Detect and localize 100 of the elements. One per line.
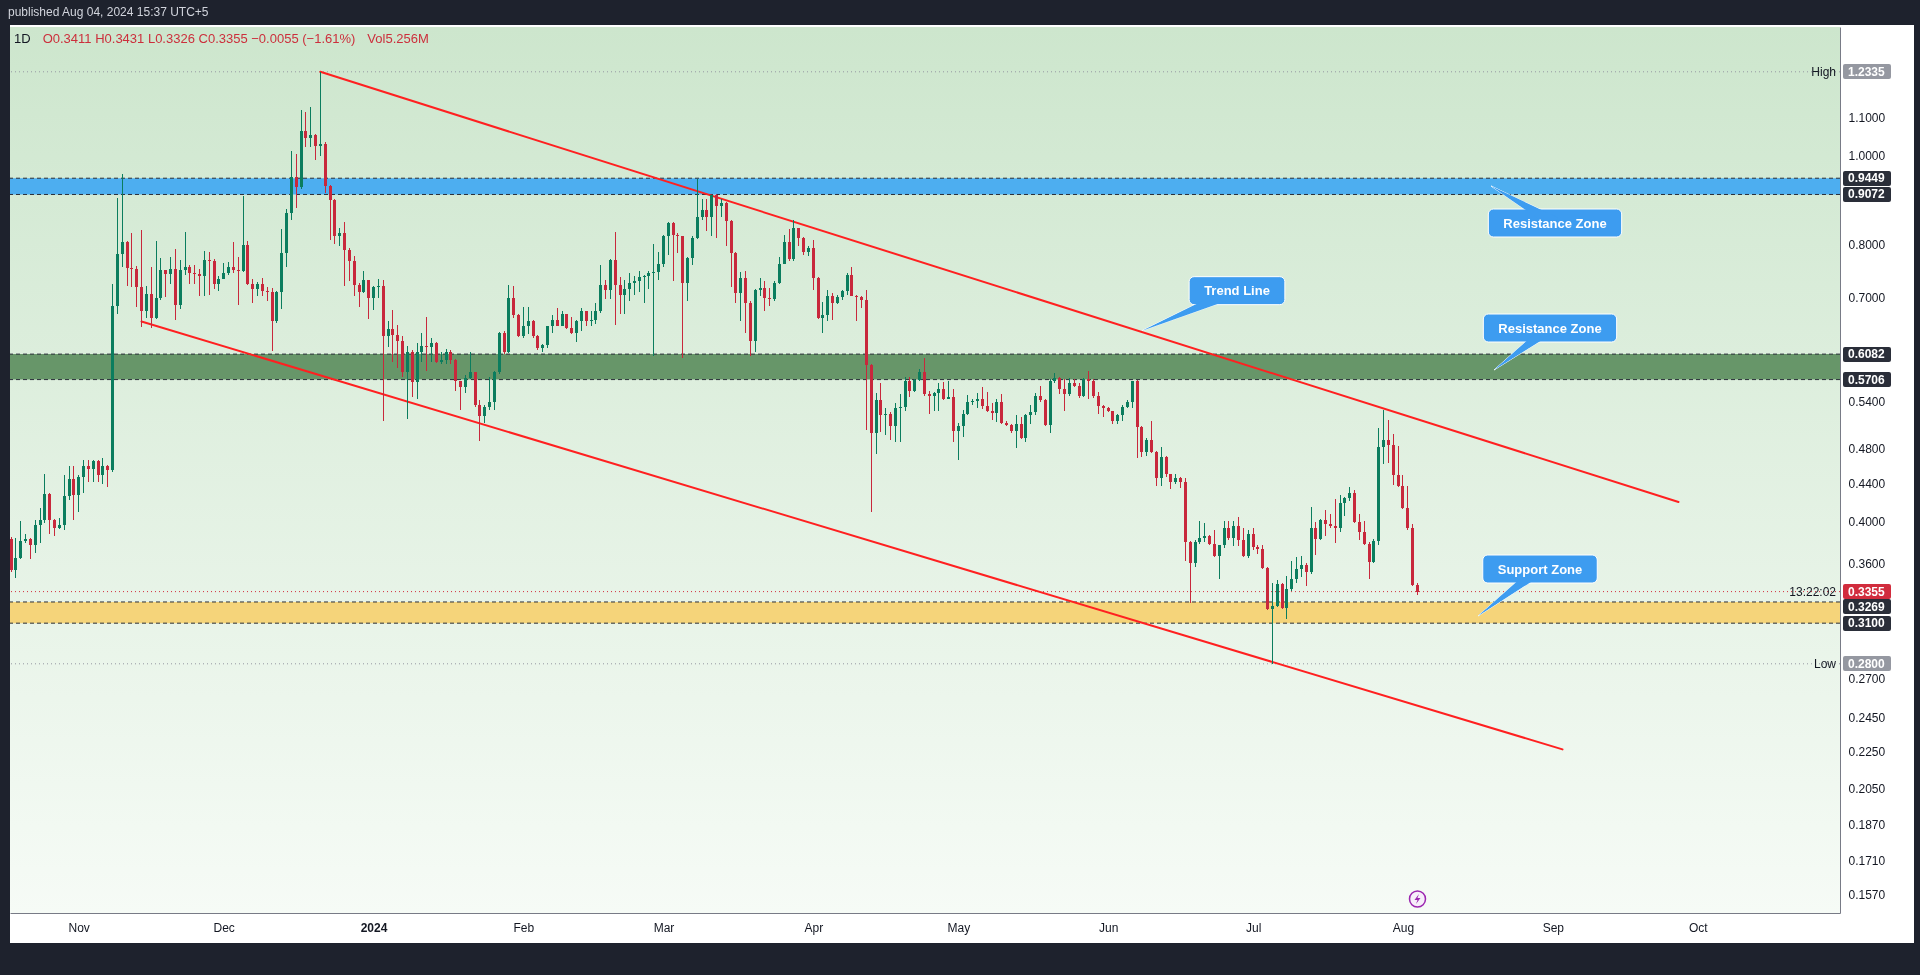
candlestick bbox=[1241, 527, 1245, 558]
candlestick bbox=[1130, 380, 1134, 409]
x-tick-label: Sep bbox=[1542, 920, 1565, 935]
candlestick bbox=[691, 235, 694, 266]
candlestick bbox=[260, 277, 264, 297]
candlestick bbox=[347, 247, 351, 282]
candlestick bbox=[1212, 530, 1216, 558]
candlestick bbox=[1000, 393, 1004, 425]
candlestick bbox=[594, 302, 598, 325]
candlestick bbox=[1357, 513, 1361, 541]
candlestick bbox=[1193, 539, 1197, 568]
candlestick bbox=[802, 236, 806, 256]
candlestick bbox=[1324, 509, 1328, 537]
ref-line-label: 0.3269 bbox=[1848, 599, 1886, 614]
candlestick bbox=[1092, 378, 1096, 399]
candlestick bbox=[120, 173, 124, 268]
annotation: Resistance Zone bbox=[1503, 215, 1607, 231]
candlestick bbox=[193, 264, 197, 285]
x-tick-label: Aug bbox=[1392, 920, 1415, 935]
annotation: 13:22:02 bbox=[1789, 584, 1837, 599]
candlestick bbox=[1082, 377, 1086, 398]
candlestick bbox=[328, 184, 332, 241]
candlestick bbox=[130, 232, 134, 288]
candlestick bbox=[642, 274, 646, 304]
candlestick bbox=[1251, 527, 1255, 551]
candlestick bbox=[236, 256, 240, 306]
candlestick bbox=[294, 153, 298, 209]
candlestick bbox=[705, 198, 709, 232]
candlestick bbox=[787, 228, 791, 262]
candlestick bbox=[164, 269, 168, 298]
candlestick bbox=[183, 231, 187, 276]
candlestick bbox=[28, 537, 32, 560]
candlestick bbox=[1019, 416, 1023, 440]
candlestick bbox=[19, 520, 23, 560]
ref-line-label: 0.3100 bbox=[1848, 616, 1886, 631]
annotation: O0.3411 H0.3431 L0.3326 C0.3355 −0.0055 (−1.61%) bbox=[42, 31, 356, 46]
candlestick bbox=[169, 256, 173, 285]
candlestick bbox=[961, 409, 965, 438]
candlestick bbox=[1285, 575, 1289, 620]
x-tick-label: Jun bbox=[1098, 920, 1119, 935]
candlestick bbox=[550, 314, 554, 334]
candlestick bbox=[396, 324, 400, 369]
y-tick-label: 0.4000 bbox=[1848, 514, 1886, 529]
y-tick-label: 0.2050 bbox=[1848, 781, 1886, 796]
candlestick bbox=[942, 381, 946, 401]
candlestick bbox=[1275, 579, 1279, 608]
candlestick bbox=[1333, 498, 1337, 544]
annotation: Vol5.256M bbox=[367, 31, 429, 46]
candlestick bbox=[430, 337, 433, 363]
candlestick bbox=[1256, 544, 1260, 555]
x-tick-label: 2024 bbox=[360, 920, 388, 935]
candlestick bbox=[33, 519, 37, 554]
candlestick bbox=[386, 320, 390, 348]
candlestick bbox=[628, 272, 632, 302]
y-tick-label: 0.2450 bbox=[1848, 710, 1886, 725]
candlestick bbox=[77, 474, 81, 513]
candlestick bbox=[889, 411, 893, 441]
x-tick-label: Nov bbox=[68, 920, 90, 935]
candlestick bbox=[154, 240, 158, 320]
candlestick bbox=[773, 280, 777, 302]
candlestick bbox=[845, 272, 849, 296]
candlestick bbox=[710, 194, 714, 237]
candlestick bbox=[1029, 404, 1033, 425]
candlestick bbox=[1063, 378, 1067, 412]
candlestick bbox=[1150, 420, 1154, 454]
x-tick-label: Jul bbox=[1245, 920, 1262, 935]
candlestick bbox=[956, 422, 960, 461]
candlestick bbox=[894, 402, 897, 443]
candlestick bbox=[937, 382, 941, 412]
chart-title: 1D bbox=[14, 31, 31, 46]
annotation: Resistance Zone bbox=[1498, 320, 1602, 336]
candlestick bbox=[1145, 437, 1149, 457]
x-tick-label: Oct bbox=[1688, 920, 1709, 935]
candlestick bbox=[1087, 370, 1091, 400]
candlestick bbox=[1159, 446, 1163, 487]
candlestick bbox=[512, 285, 516, 319]
candlestick bbox=[778, 256, 781, 285]
candlestick bbox=[38, 507, 42, 544]
candlestick bbox=[1406, 485, 1410, 531]
candlestick bbox=[1024, 413, 1028, 443]
candlestick bbox=[425, 316, 429, 372]
candlestick bbox=[376, 278, 380, 299]
candlestick bbox=[1217, 544, 1221, 580]
candlestick bbox=[575, 319, 578, 343]
y-tick-label: 0.1870 bbox=[1848, 818, 1886, 833]
candlestick bbox=[657, 251, 661, 281]
candlestick bbox=[763, 280, 767, 312]
candlestick bbox=[352, 255, 356, 297]
candlestick bbox=[671, 221, 675, 282]
candlestick bbox=[135, 265, 139, 308]
candlestick bbox=[362, 270, 366, 294]
x-tick-label: Apr bbox=[804, 920, 824, 935]
candlestick bbox=[1053, 372, 1057, 384]
candlestick bbox=[1034, 392, 1038, 416]
y-tick-label: 0.5400 bbox=[1848, 395, 1886, 410]
candlestick bbox=[343, 221, 346, 287]
candlestick bbox=[1367, 541, 1371, 580]
ref-line-label: 0.9449 bbox=[1848, 171, 1886, 186]
candlestick bbox=[724, 201, 728, 247]
candlestick bbox=[367, 279, 371, 320]
